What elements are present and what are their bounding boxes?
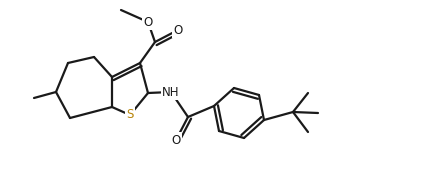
Text: NH: NH: [162, 86, 180, 99]
Text: O: O: [173, 24, 183, 36]
Text: O: O: [171, 133, 181, 146]
Text: O: O: [143, 15, 153, 29]
Text: S: S: [126, 108, 134, 121]
